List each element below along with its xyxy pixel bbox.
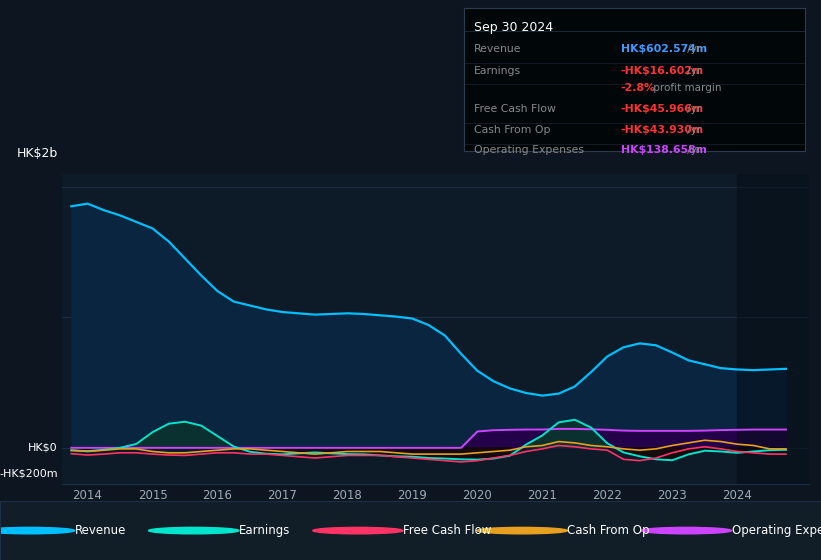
- Text: /yr: /yr: [685, 104, 702, 114]
- Text: Operating Expenses: Operating Expenses: [474, 146, 584, 156]
- Text: Earnings: Earnings: [474, 66, 521, 76]
- Text: Free Cash Flow: Free Cash Flow: [474, 104, 556, 114]
- Text: -HK$16.602m: -HK$16.602m: [621, 66, 704, 76]
- Text: Sep 30 2024: Sep 30 2024: [474, 21, 553, 34]
- Text: -HK$200m: -HK$200m: [0, 469, 57, 479]
- Text: -HK$45.966m: -HK$45.966m: [621, 104, 704, 114]
- Circle shape: [477, 528, 567, 534]
- Text: /yr: /yr: [685, 44, 702, 54]
- Text: Operating Expenses: Operating Expenses: [732, 524, 821, 537]
- Text: HK$0: HK$0: [28, 443, 57, 453]
- Circle shape: [0, 528, 75, 534]
- Text: Revenue: Revenue: [75, 524, 126, 537]
- Text: /yr: /yr: [685, 146, 702, 156]
- Text: Earnings: Earnings: [239, 524, 291, 537]
- Bar: [737, 174, 809, 484]
- Text: /yr: /yr: [685, 125, 702, 136]
- Text: Cash From Op: Cash From Op: [567, 524, 649, 537]
- Text: /yr: /yr: [685, 66, 702, 76]
- Text: HK$602.574m: HK$602.574m: [621, 44, 707, 54]
- Text: profit margin: profit margin: [649, 83, 721, 92]
- Text: -HK$43.930m: -HK$43.930m: [621, 125, 704, 136]
- Text: Revenue: Revenue: [474, 44, 521, 54]
- Text: Free Cash Flow: Free Cash Flow: [403, 524, 492, 537]
- Circle shape: [313, 528, 403, 534]
- Text: HK$138.658m: HK$138.658m: [621, 146, 706, 156]
- Circle shape: [149, 528, 239, 534]
- Text: HK$2b: HK$2b: [16, 147, 57, 160]
- Text: Cash From Op: Cash From Op: [474, 125, 551, 136]
- Text: -2.8%: -2.8%: [621, 83, 656, 92]
- Circle shape: [641, 528, 732, 534]
